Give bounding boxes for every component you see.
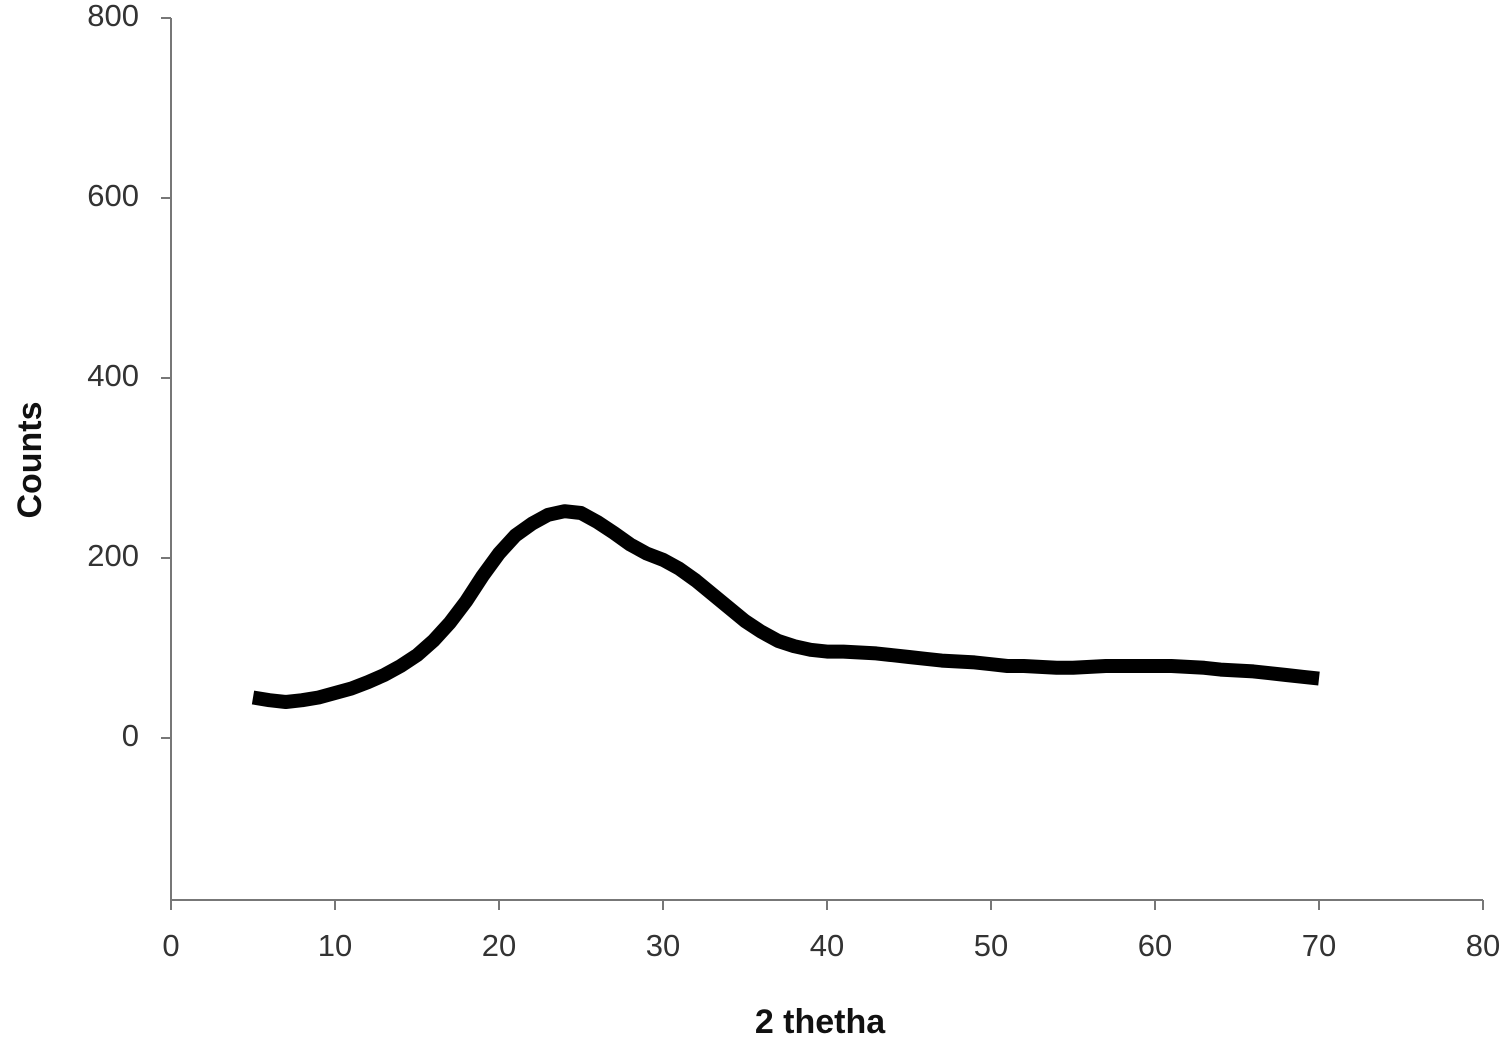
y-tick-label: 0 — [122, 718, 139, 753]
x-tick-label: 30 — [646, 928, 680, 963]
x-tick-label: 20 — [482, 928, 516, 963]
y-tick-label: 400 — [87, 358, 139, 393]
y-axis-title: Counts — [11, 401, 49, 518]
y-tick-label: 800 — [87, 0, 139, 33]
x-tick-label: 0 — [162, 928, 179, 963]
x-tick-label: 70 — [1302, 928, 1336, 963]
x-tick-label: 50 — [974, 928, 1008, 963]
x-axis-title: 2 thetha — [755, 1003, 886, 1041]
y-tick-label: 200 — [87, 538, 139, 573]
x-tick-label: 40 — [810, 928, 844, 963]
data-line — [251, 504, 1320, 709]
x-tick-label: 60 — [1138, 928, 1172, 963]
y-tick-label: 600 — [87, 178, 139, 213]
x-tick-label: 80 — [1466, 928, 1500, 963]
x-tick-label: 10 — [318, 928, 352, 963]
